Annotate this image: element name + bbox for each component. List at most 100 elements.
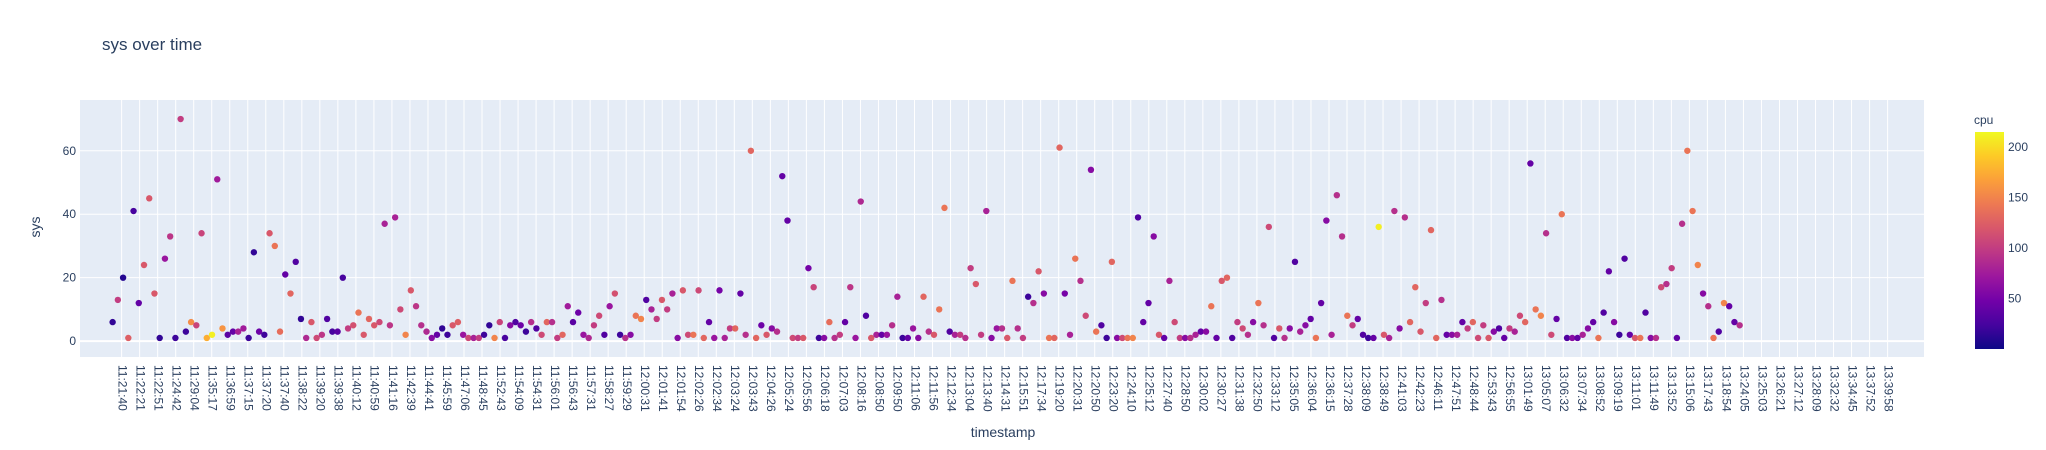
- data-point: [1548, 331, 1555, 338]
- x-tick-label: 13:17:43: [1701, 365, 1715, 412]
- data-point: [1124, 334, 1131, 342]
- data-point: [564, 303, 571, 310]
- data-point: [156, 334, 163, 342]
- data-point: [1004, 334, 1011, 342]
- data-point: [1631, 334, 1639, 342]
- data-point: [512, 318, 519, 326]
- data-point: [527, 318, 535, 326]
- x-tick-label: 12:11:56: [926, 365, 940, 411]
- data-point: [135, 299, 142, 307]
- data-point: [125, 334, 132, 342]
- data-point: [554, 334, 561, 342]
- data-point: [1140, 318, 1147, 326]
- data-point: [569, 318, 577, 326]
- x-tick-label: 12:00:31: [638, 365, 652, 412]
- x-tick-label: 11:41:16: [386, 365, 400, 411]
- x-tick-label: 11:47:06: [458, 365, 472, 411]
- data-point: [465, 334, 472, 342]
- x-tick-label: 12:14:31: [998, 365, 1012, 412]
- data-point: [1433, 334, 1440, 342]
- x-tick-label: 11:35:17: [206, 365, 220, 411]
- data-point: [1380, 331, 1388, 338]
- data-point: [1385, 334, 1393, 342]
- data-point: [1160, 334, 1168, 342]
- data-point: [674, 334, 681, 342]
- data-point: [1663, 280, 1670, 288]
- data-point: [595, 312, 603, 319]
- data-point: [350, 322, 357, 329]
- data-point: [632, 312, 639, 319]
- colorbar-title: cpu: [1974, 113, 1993, 127]
- data-point: [1574, 334, 1581, 342]
- data-point: [1726, 303, 1733, 310]
- x-tick-label: 12:09:50: [890, 365, 904, 412]
- data-point: [1187, 334, 1194, 342]
- x-tick-label: 13:39:58: [1881, 365, 1895, 412]
- data-point: [1600, 309, 1607, 316]
- x-tick-label: 12:19:20: [1053, 365, 1067, 412]
- data-point: [747, 147, 755, 154]
- data-point: [1092, 328, 1100, 335]
- data-point: [1176, 334, 1184, 342]
- x-tick-label: 12:02:34: [710, 365, 724, 412]
- x-tick-label: 11:52:43: [494, 365, 508, 411]
- data-point: [1181, 334, 1189, 342]
- data-point: [711, 334, 718, 342]
- x-tick-label: 12:17:34: [1034, 365, 1048, 412]
- data-point: [276, 328, 284, 335]
- data-point: [1009, 277, 1016, 285]
- x-tick-label: 13:05:07: [1539, 365, 1553, 412]
- x-tick-label: 12:36:15: [1323, 365, 1337, 412]
- data-point: [1234, 318, 1241, 326]
- data-point: [302, 334, 310, 342]
- data-point: [1202, 328, 1210, 335]
- x-tick-label: 12:42:23: [1413, 365, 1427, 412]
- data-point: [993, 325, 1000, 332]
- x-tick-label: 12:35:05: [1287, 365, 1301, 412]
- data-point: [590, 322, 598, 329]
- x-tick-label: 12:32:50: [1251, 365, 1265, 412]
- data-point: [109, 318, 116, 326]
- data-point: [1480, 322, 1487, 329]
- data-point: [224, 331, 231, 338]
- data-point: [1129, 334, 1136, 342]
- data-point: [1155, 331, 1163, 338]
- data-point: [240, 325, 247, 332]
- x-tick-label: 12:37:28: [1341, 365, 1355, 412]
- data-point: [261, 331, 268, 338]
- x-tick-label: 11:21:40: [115, 365, 129, 411]
- data-point: [1359, 331, 1367, 338]
- data-point: [1459, 318, 1466, 326]
- x-tick-label: 12:01:41: [656, 365, 670, 412]
- data-point: [1239, 325, 1246, 332]
- x-tick-label: 11:29:04: [188, 365, 202, 411]
- data-point: [1427, 226, 1435, 234]
- x-tick-label: 12:27:40: [1161, 365, 1175, 412]
- data-point: [1291, 258, 1299, 266]
- data-point: [951, 331, 959, 338]
- data-point: [883, 331, 891, 338]
- data-point: [1495, 325, 1503, 332]
- data-point: [334, 328, 341, 335]
- data-point: [187, 318, 195, 326]
- data-point: [255, 328, 263, 335]
- data-point: [1338, 233, 1346, 240]
- data-point: [297, 315, 305, 323]
- data-point: [1715, 328, 1722, 335]
- x-tick-label: 13:37:52: [1863, 365, 1877, 412]
- data-point: [1030, 299, 1037, 307]
- data-point: [439, 325, 446, 332]
- y-tick-label: 20: [63, 271, 77, 285]
- data-point: [391, 214, 399, 221]
- data-point: [1720, 299, 1728, 307]
- data-point: [365, 315, 373, 323]
- data-point: [794, 334, 802, 342]
- x-tick-label: 13:08:52: [1593, 365, 1607, 412]
- data-point: [1584, 325, 1592, 332]
- data-point: [925, 328, 932, 335]
- plot-area-group: 11:21:40 11:22:21 11:22:51 11:24:42 11:29:04…: [63, 100, 1924, 412]
- data-point: [313, 334, 320, 342]
- x-tick-label: 12:48:44: [1467, 365, 1481, 412]
- data-point: [266, 230, 273, 237]
- data-point: [601, 331, 608, 338]
